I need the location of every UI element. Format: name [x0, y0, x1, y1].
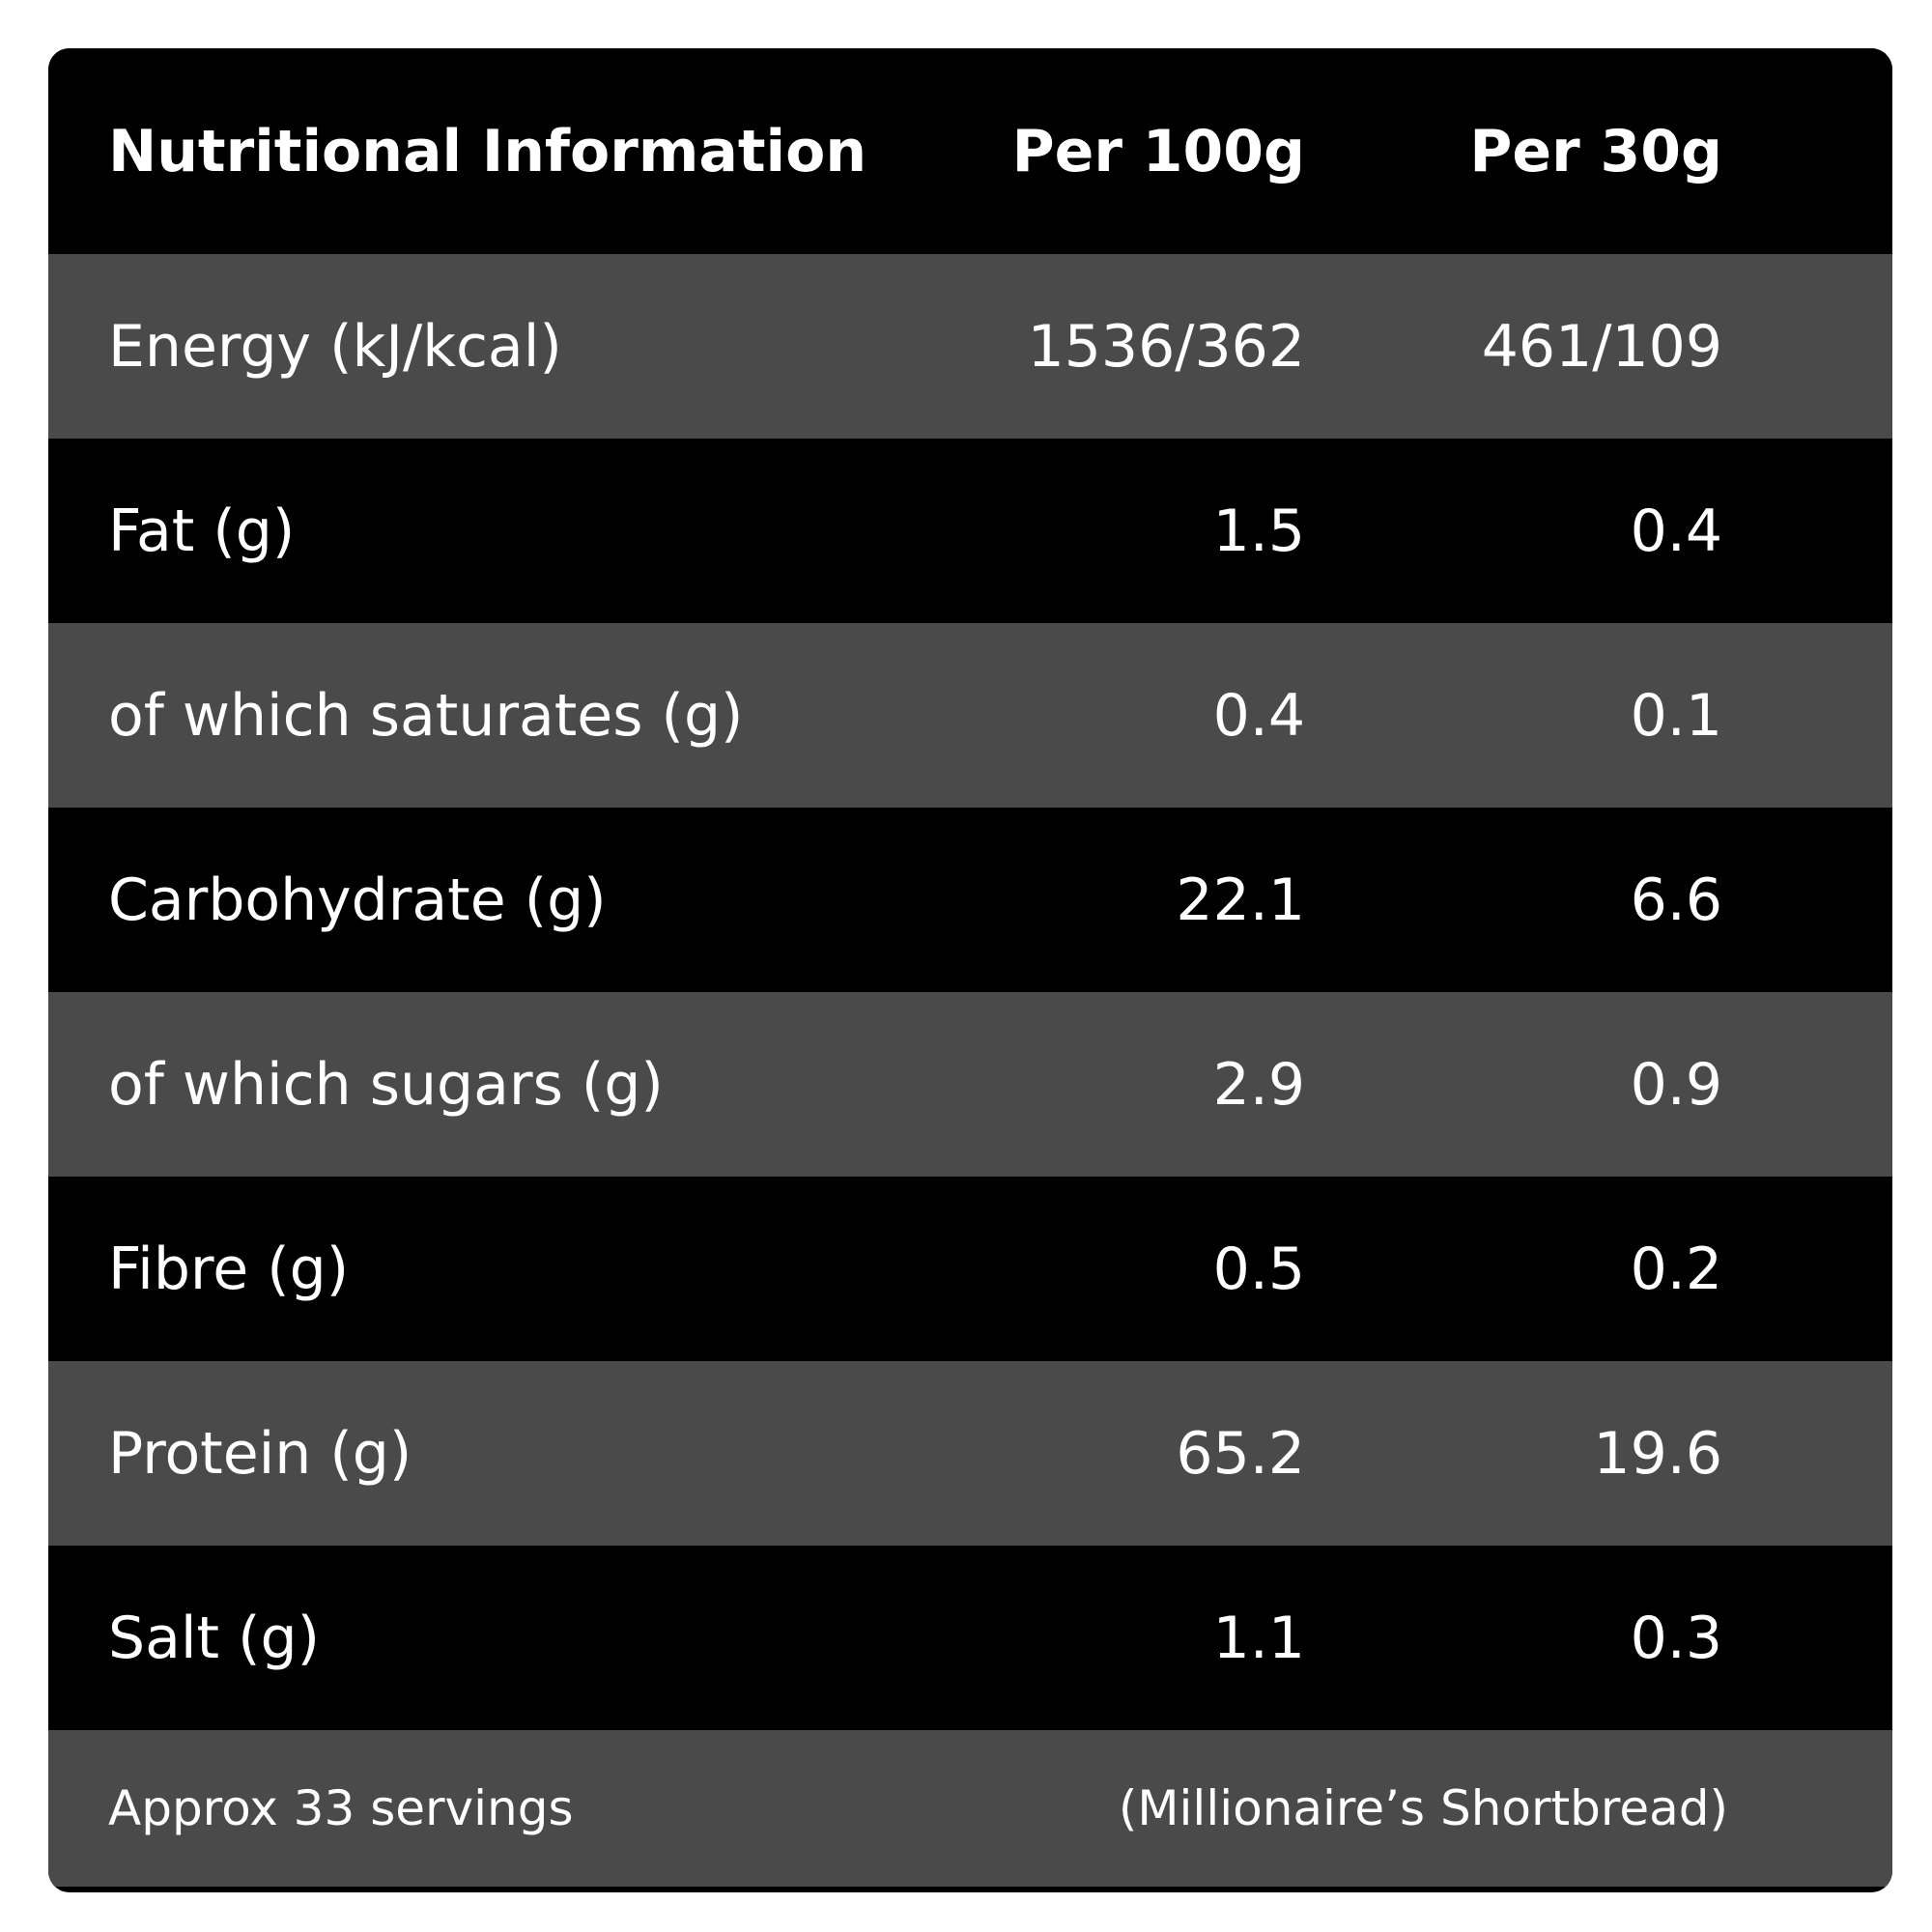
value-per-30g: 0.2: [1630, 1235, 1722, 1303]
value-per-30g: 6.6: [1630, 866, 1722, 934]
value-per-100g: 22.1: [1176, 866, 1305, 934]
table-footer: Approx 33 servings (Millionaire’s Shortb…: [48, 1730, 1892, 1887]
value-per-100g: 1536/362: [1027, 312, 1305, 381]
table-row-energy: Energy (kJ/kcal) 1536/362 461/109: [48, 254, 1892, 439]
value-per-100g: 65.2: [1176, 1419, 1305, 1488]
value-per-30g: 0.1: [1630, 681, 1722, 750]
table-row-salt: Salt (g) 1.1 0.3: [48, 1546, 1892, 1730]
value-per-30g: 0.3: [1630, 1604, 1722, 1672]
nutrient-label: Energy (kJ/kcal): [108, 312, 562, 381]
nutrient-label: Carbohydrate (g): [108, 866, 607, 934]
nutrition-table: Nutritional Information Per 100g Per 30g…: [48, 48, 1892, 1892]
nutrient-label: Salt (g): [108, 1604, 321, 1672]
nutrient-label: Fibre (g): [108, 1235, 350, 1303]
value-per-100g: 2.9: [1212, 1050, 1305, 1119]
servings-note: Approx 33 servings: [108, 1780, 574, 1836]
value-per-30g: 19.6: [1593, 1419, 1722, 1488]
table-row-protein: Protein (g) 65.2 19.6: [48, 1361, 1892, 1546]
table-row-fibre: Fibre (g) 0.5 0.2: [48, 1177, 1892, 1361]
table-row-fat: Fat (g) 1.5 0.4: [48, 439, 1892, 623]
value-per-100g: 1.1: [1212, 1604, 1305, 1672]
nutrient-label: Fat (g): [108, 497, 296, 565]
value-per-100g: 0.4: [1212, 681, 1305, 750]
flavour-note: (Millionaire’s Shortbread): [1118, 1780, 1728, 1836]
value-per-30g: 461/109: [1481, 312, 1722, 381]
value-per-30g: 0.4: [1630, 497, 1722, 565]
nutrient-label: of which saturates (g): [108, 681, 744, 750]
table-row-carbohydrate: Carbohydrate (g) 22.1 6.6: [48, 808, 1892, 992]
column-header-per-30g: Per 30g: [1469, 117, 1722, 185]
table-row-saturates: of which saturates (g) 0.4 0.1: [48, 623, 1892, 808]
table-header: Nutritional Information Per 100g Per 30g: [48, 48, 1892, 254]
value-per-100g: 0.5: [1212, 1235, 1305, 1303]
table-row-sugars: of which sugars (g) 2.9 0.9: [48, 992, 1892, 1177]
value-per-30g: 0.9: [1630, 1050, 1722, 1119]
nutrient-label: Protein (g): [108, 1419, 412, 1488]
value-per-100g: 1.5: [1212, 497, 1305, 565]
column-header-per-100g: Per 100g: [1011, 117, 1305, 185]
nutrient-label: of which sugars (g): [108, 1050, 664, 1119]
table-title: Nutritional Information: [108, 117, 867, 185]
